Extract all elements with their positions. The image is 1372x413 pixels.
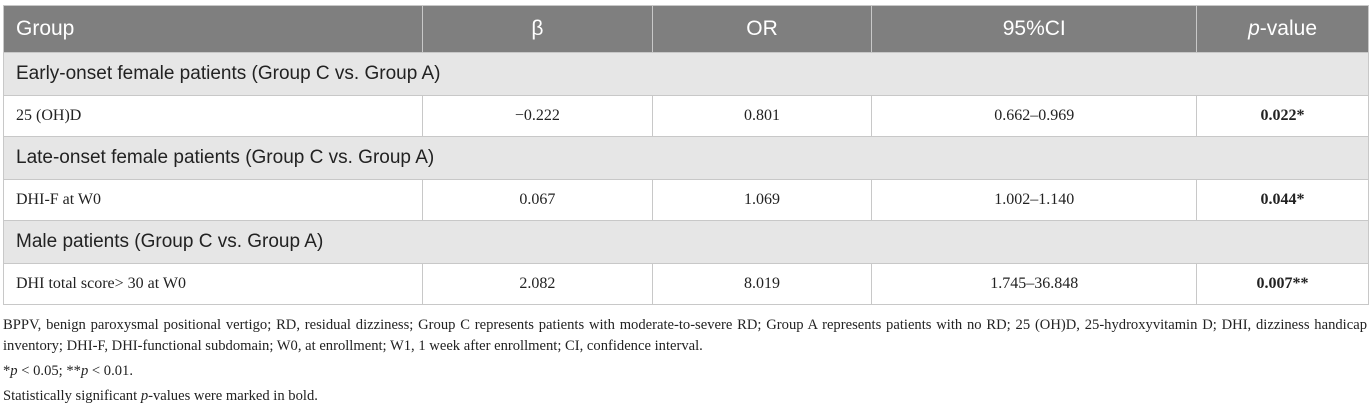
cell: 1.745–36.848 — [871, 263, 1198, 305]
text-segment: β — [531, 17, 544, 40]
cell: 2.082 — [422, 263, 653, 305]
section-row: Early-onset female patients (Group C vs.… — [3, 52, 1369, 96]
cell: 0.007** — [1196, 263, 1369, 305]
section-row: Male patients (Group C vs. Group A) — [3, 220, 1369, 264]
header-cell: OR — [651, 5, 873, 53]
footnote: *p < 0.05; **p < 0.01. — [3, 361, 1367, 382]
cell: −0.222 — [422, 95, 653, 137]
footnote: BPPV, benign paroxysmal positional verti… — [3, 315, 1367, 357]
cell: 1.002–1.140 — [871, 179, 1198, 221]
text-segment: p — [1248, 17, 1260, 40]
text-segment: 95%CI — [1002, 17, 1066, 40]
cell: 0.067 — [422, 179, 653, 221]
header-cell: Group — [2, 5, 424, 53]
cell: DHI-F at W0 — [2, 179, 424, 221]
cell: DHI total score> 30 at W0 — [2, 263, 424, 305]
section-title: Male patients (Group C vs. Group A) — [3, 220, 1369, 264]
text-segment: -value — [1259, 17, 1317, 40]
header-cell: p-value — [1196, 5, 1369, 53]
cell: 0.022* — [1196, 95, 1369, 137]
header-row: Group β OR 95%CI p-value — [2, 5, 1369, 53]
text-segment: BPPV, benign paroxysmal positional verti… — [3, 317, 1367, 354]
text-segment: -values were marked in bold. — [148, 388, 318, 404]
section-title: Late-onset female patients (Group C vs. … — [3, 136, 1369, 180]
cell: 0.801 — [651, 95, 873, 137]
text-segment: < 0.01. — [88, 363, 133, 379]
cell: 1.069 — [651, 179, 873, 221]
header-cell: β — [422, 5, 653, 53]
text-segment: p — [140, 388, 149, 404]
cell: 8.019 — [651, 263, 873, 305]
section-title: Early-onset female patients (Group C vs.… — [3, 52, 1369, 96]
text-segment: p — [10, 363, 18, 379]
cell: 0.662–0.969 — [871, 95, 1198, 137]
text-segment: * — [3, 363, 11, 379]
data-row: 25 (OH)D −0.222 0.801 0.662–0.969 0.022* — [2, 95, 1369, 137]
text-segment: < 0.05; ** — [17, 363, 81, 379]
text-segment: OR — [746, 17, 778, 40]
text-segment: p — [80, 363, 89, 379]
header-cell: 95%CI — [871, 5, 1198, 53]
cell: 25 (OH)D — [2, 95, 424, 137]
text-segment: Statistically significant — [3, 388, 141, 404]
cell: 0.044* — [1196, 179, 1369, 221]
text-segment: Group — [16, 17, 75, 40]
table: Group β OR 95%CI p-value Early-onset female p… — [2, 5, 1369, 305]
data-row: DHI total score> 30 at W0 2.082 8.019 1.745… — [2, 263, 1369, 305]
footnote: Statistically significant p-values were … — [3, 386, 1367, 407]
footnotes: BPPV, benign paroxysmal positional verti… — [3, 315, 1367, 411]
section-row: Late-onset female patients (Group C vs. … — [3, 136, 1369, 180]
data-row: DHI-F at W0 0.067 1.069 1.002–1.140 0.044* — [2, 179, 1369, 221]
